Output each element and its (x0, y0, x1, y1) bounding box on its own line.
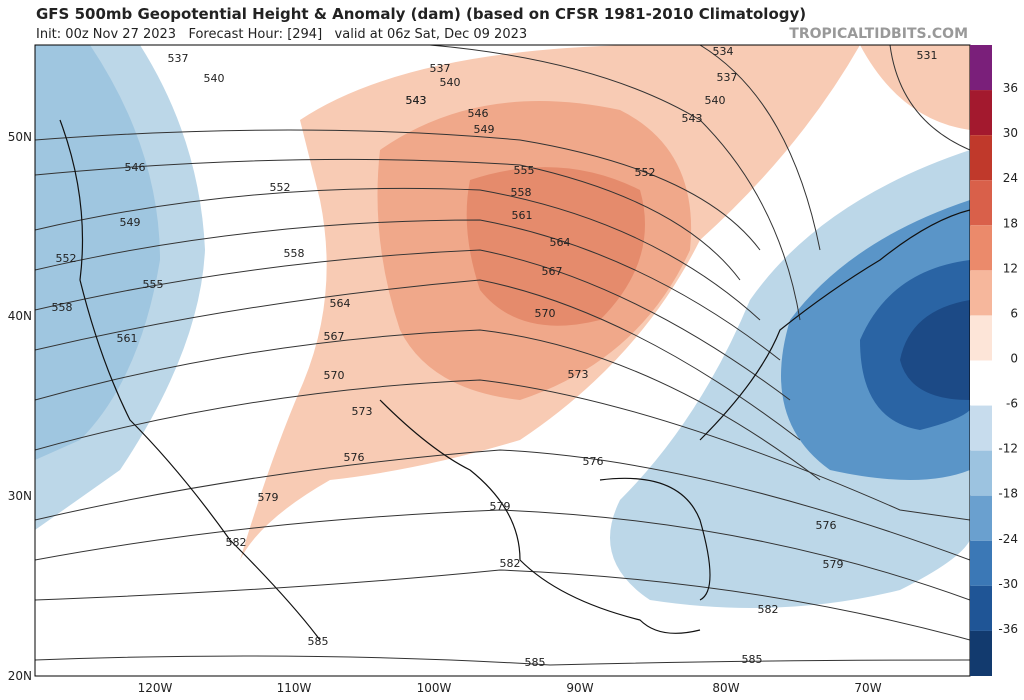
contour-label: 579 (823, 558, 844, 571)
colorbar-label: -18 (998, 487, 1018, 501)
contour-label: 543 (406, 94, 427, 107)
contour-label: 555 (514, 164, 535, 177)
colorbar-label: 12 (1003, 261, 1018, 275)
contour-label: 549 (120, 216, 141, 229)
contour-label: 579 (258, 491, 279, 504)
colorbar-label: -30 (998, 577, 1018, 591)
contour-label: 558 (511, 186, 532, 199)
contour-label: 582 (226, 536, 247, 549)
contour-label: 585 (525, 656, 546, 669)
contour-label: 576 (816, 519, 837, 532)
colorbar-label: 36 (1003, 81, 1018, 95)
contour-label: 549 (474, 123, 495, 136)
colorbar-bin (970, 270, 992, 316)
contour-label: 531 (917, 49, 938, 62)
contour-label: 558 (284, 247, 305, 260)
contour-label: 573 (352, 405, 373, 418)
contour-label: 561 (512, 209, 533, 222)
contour-label: 543 (406, 94, 427, 107)
lon-label: 110W (277, 681, 312, 695)
contour-label: 576 (344, 451, 365, 464)
contour-label: 552 (270, 181, 291, 194)
colorbar-bin (970, 360, 992, 406)
contour-label: 576 (583, 455, 604, 468)
colorbar: 36 30 24 18 12 6 0 -6 -12 -18 -24 -30 -36 (970, 45, 1018, 676)
contour-label: 558 (52, 301, 73, 314)
contour-label: 561 (117, 332, 138, 345)
contour-label: 564 (330, 297, 351, 310)
lon-label: 120W (138, 681, 173, 695)
colorbar-label: -36 (998, 622, 1018, 636)
contour-label: 540 (440, 76, 461, 89)
lat-label: 40N (8, 309, 32, 323)
colorbar-bin (970, 315, 992, 361)
lon-label: 80W (712, 681, 739, 695)
colorbar-label: -12 (998, 442, 1018, 456)
contour-label: 585 (308, 635, 329, 648)
colorbar-bin (970, 540, 992, 586)
contour-label: 537 (430, 62, 451, 75)
colorbar-bin (970, 405, 992, 451)
contour-label: 552 (56, 252, 77, 265)
lat-label: 30N (8, 489, 32, 503)
lat-label: 20N (8, 669, 32, 683)
contour-label: 546 (125, 161, 146, 174)
site-name: TROPICALTIDBITS.COM (789, 26, 968, 42)
contour-label: 567 (324, 330, 345, 343)
contour-label: 573 (568, 368, 589, 381)
contour-label: 570 (324, 369, 345, 382)
contour-label: 579 (490, 500, 511, 513)
contour-label: 543 (682, 112, 703, 125)
contour-label: 585 (742, 653, 763, 666)
title: GFS 500mb Geopotential Height & Anomaly … (36, 5, 806, 23)
colorbar-bin (970, 495, 992, 541)
contour-label: 570 (535, 307, 556, 320)
contour-label: 537 (168, 52, 189, 65)
lon-label: 70W (854, 681, 881, 695)
colorbar-label: -24 (998, 532, 1018, 546)
colorbar-bin (970, 585, 992, 631)
contour-label: 555 (143, 278, 164, 291)
colorbar-label: 6 (1010, 306, 1018, 320)
colorbar-bin (970, 135, 992, 181)
colorbar-label: 18 (1003, 216, 1018, 230)
lon-label: 100W (417, 681, 452, 695)
colorbar-label: 24 (1003, 171, 1018, 185)
colorbar-bin (970, 225, 992, 271)
lon-label: 90W (566, 681, 593, 695)
colorbar-label: 0 (1010, 352, 1018, 366)
contour-label: 582 (758, 603, 779, 616)
contour-label: 537 (717, 71, 738, 84)
map-area (35, 45, 970, 676)
colorbar-bin (970, 180, 992, 226)
contour-label: 582 (500, 557, 521, 570)
colorbar-label: -6 (1006, 397, 1018, 411)
contour-label: 567 (542, 265, 563, 278)
colorbar-label: 30 (1003, 126, 1018, 140)
colorbar-bin (970, 45, 992, 91)
lat-label: 50N (8, 130, 32, 144)
contour-label: 540 (705, 94, 726, 107)
contour-label: 534 (713, 45, 734, 58)
contour-labels: 5375405435465495525555585615525585645675… (52, 45, 938, 669)
init-info: Init: 00z Nov 27 2023 Forecast Hour: [29… (36, 27, 527, 42)
contour-label: 540 (204, 72, 225, 85)
colorbar-bin (970, 630, 992, 676)
colorbar-bin (970, 450, 992, 496)
colorbar-bin (970, 90, 992, 136)
contour-label: 546 (468, 107, 489, 120)
contour-label: 552 (635, 166, 656, 179)
contour-label: 564 (550, 236, 571, 249)
